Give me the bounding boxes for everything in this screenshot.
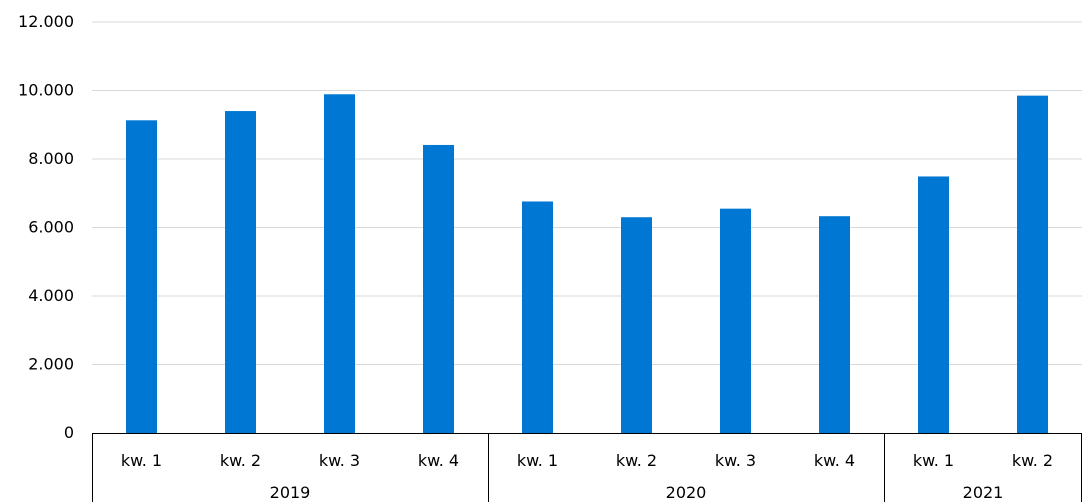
bars [126, 94, 1048, 434]
x-axis-category-labels: kw. 1 kw. 2 kw. 3 kw. 4 kw. 1 kw. 2 kw. 3 kw. 4… [121, 451, 1053, 470]
category-label: kw. 4 [418, 451, 459, 470]
category-label: kw. 3 [715, 451, 756, 470]
category-label: kw. 2 [220, 451, 261, 470]
x-axis-group-labels: 2019 2020 2021 [270, 483, 1004, 502]
category-label: kw. 1 [913, 451, 954, 470]
y-tick-label: 2.000 [28, 355, 74, 374]
y-axis-tick-labels: 0 2.000 4.000 6.000 8.000 10.000 12.000 [18, 12, 74, 442]
y-tick-label: 12.000 [18, 12, 74, 31]
bar [423, 144, 454, 433]
y-tick-label: 0 [64, 423, 74, 442]
group-label: 2020 [666, 483, 707, 502]
category-label: kw. 1 [121, 451, 162, 470]
y-tick-label: 4.000 [28, 286, 74, 305]
bar [621, 217, 652, 433]
bar [126, 120, 157, 434]
bar [324, 94, 355, 433]
bar [225, 111, 256, 434]
category-label: kw. 2 [1012, 451, 1053, 470]
bar [819, 216, 850, 433]
group-label: 2019 [270, 483, 311, 502]
bar [720, 208, 751, 433]
category-label: kw. 4 [814, 451, 855, 470]
y-tick-label: 8.000 [28, 149, 74, 168]
bar [522, 201, 553, 433]
bar [1017, 95, 1048, 433]
category-label: kw. 1 [517, 451, 558, 470]
y-tick-label: 6.000 [28, 218, 74, 237]
category-label: kw. 2 [616, 451, 657, 470]
group-label: 2021 [963, 483, 1004, 502]
gridlines [92, 21, 1082, 365]
bar [918, 176, 949, 433]
y-tick-label: 10.000 [18, 81, 74, 100]
category-label: kw. 3 [319, 451, 360, 470]
